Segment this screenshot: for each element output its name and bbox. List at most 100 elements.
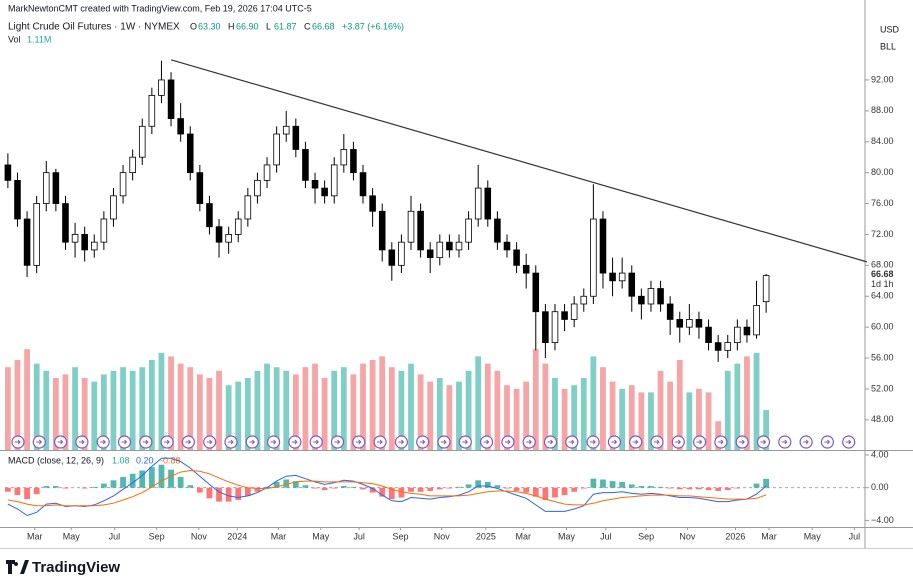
macd-hist-bar xyxy=(360,487,366,490)
volume-bar xyxy=(388,367,395,450)
ohlc-value: 61.87 xyxy=(274,21,297,31)
volume-bar xyxy=(753,352,760,450)
volume-bar xyxy=(120,367,126,450)
volume-bar xyxy=(398,370,405,450)
candle-body xyxy=(647,288,655,305)
macd-hist-bar xyxy=(129,473,136,488)
candle-body xyxy=(321,187,328,197)
x-tick-label: 2025 xyxy=(476,531,496,541)
macd-hist-bar xyxy=(484,481,491,488)
candle-body xyxy=(273,133,280,166)
macd-hist-bar xyxy=(388,487,395,500)
macd-hist-bar xyxy=(590,478,597,488)
replay-arrow xyxy=(100,439,106,445)
replay-arrow xyxy=(121,439,128,445)
macd-hist-bar xyxy=(196,487,203,493)
volume-bar xyxy=(542,363,549,450)
candle-body xyxy=(282,125,290,135)
ohlc-value: 63.30 xyxy=(198,21,221,31)
candle-body xyxy=(177,118,184,135)
macd-hist-bar xyxy=(14,487,21,496)
candle-body xyxy=(378,210,386,251)
x-tick-label: May xyxy=(63,531,81,541)
macd-hist-bar xyxy=(33,487,40,495)
candle-body xyxy=(119,172,127,197)
volume-bar xyxy=(436,378,443,450)
candle-body xyxy=(580,295,588,305)
macd-hist-bar xyxy=(648,486,654,488)
macd-hist-bar xyxy=(158,464,165,488)
volume-bar xyxy=(580,378,587,450)
candle-body xyxy=(81,234,88,251)
macd-legend-value: 0.20 xyxy=(136,455,154,465)
volume-bar xyxy=(264,363,270,450)
replay-arrow xyxy=(377,439,383,445)
candle-body xyxy=(52,172,60,204)
x-tick-label: Sep xyxy=(149,531,165,541)
volume-bar xyxy=(571,385,578,450)
candle-body xyxy=(705,326,712,344)
macd-hist-bar xyxy=(561,487,568,496)
macd-hist-bar xyxy=(62,487,69,489)
volume-bar xyxy=(696,388,702,450)
macd-hist-bar xyxy=(52,486,59,488)
candle-body xyxy=(513,249,520,266)
volume-bar xyxy=(72,367,78,450)
candle-body xyxy=(743,326,751,336)
volume-bar xyxy=(14,360,21,450)
volume-bar xyxy=(465,370,472,450)
replay-arrow xyxy=(462,439,469,445)
x-tick-label: May xyxy=(804,531,822,541)
volume-bar xyxy=(283,370,290,450)
volume-bar xyxy=(350,374,357,450)
volume-bar xyxy=(523,381,530,450)
x-tick-label: Sep xyxy=(638,531,654,541)
candle-body xyxy=(234,218,242,235)
replay-arrow xyxy=(675,439,682,445)
unit: BLL xyxy=(880,41,896,51)
volume-bar xyxy=(33,363,40,450)
macd-hist-bar xyxy=(628,484,635,488)
volume-bar xyxy=(196,374,203,450)
macd-hist-bar xyxy=(676,487,683,490)
candle-body xyxy=(426,249,434,259)
macd-hist-bar xyxy=(705,487,712,491)
x-tick-label: Mar xyxy=(271,531,287,541)
volume-bar xyxy=(705,392,712,450)
y-tick-label: 56.00 xyxy=(871,352,894,362)
macd-hist-bar xyxy=(369,487,376,493)
candle-body xyxy=(753,305,760,336)
x-tick-label: Jul xyxy=(600,531,612,541)
replay-arrow xyxy=(419,439,426,445)
x-tick-label: Mar xyxy=(761,531,777,541)
y-tick-label: 64.00 xyxy=(871,291,894,301)
logo-text: TradingView xyxy=(32,559,120,576)
replay-arrow xyxy=(504,439,511,445)
replay-arrow xyxy=(334,439,341,445)
candle-body xyxy=(609,272,616,282)
replay-arrow xyxy=(590,439,596,445)
x-tick-label: Sep xyxy=(392,531,408,541)
candle-body xyxy=(714,342,722,351)
macd-hist-bar xyxy=(715,487,722,491)
macd-hist-bar xyxy=(216,487,222,502)
macd-hist-bar xyxy=(657,486,664,488)
volume-bar xyxy=(628,385,635,450)
candle-body xyxy=(100,218,108,243)
macd-hist-bar xyxy=(523,487,530,493)
replay-arrow xyxy=(313,439,319,445)
x-tick-label: Jul xyxy=(109,531,121,541)
macd-signal-line xyxy=(7,469,767,507)
candle-body xyxy=(503,241,511,251)
macd-hist-bar xyxy=(225,487,232,502)
candle-body xyxy=(23,218,31,266)
volume-bar xyxy=(590,356,597,450)
candle-body xyxy=(206,203,213,228)
replay-arrow xyxy=(36,439,43,445)
candle-body xyxy=(455,241,463,251)
candle-body xyxy=(686,319,693,328)
replay-arrow xyxy=(142,439,149,445)
y-tick-label: 72.00 xyxy=(871,229,894,239)
volume-bar xyxy=(408,363,414,450)
volume-bar xyxy=(244,378,251,450)
